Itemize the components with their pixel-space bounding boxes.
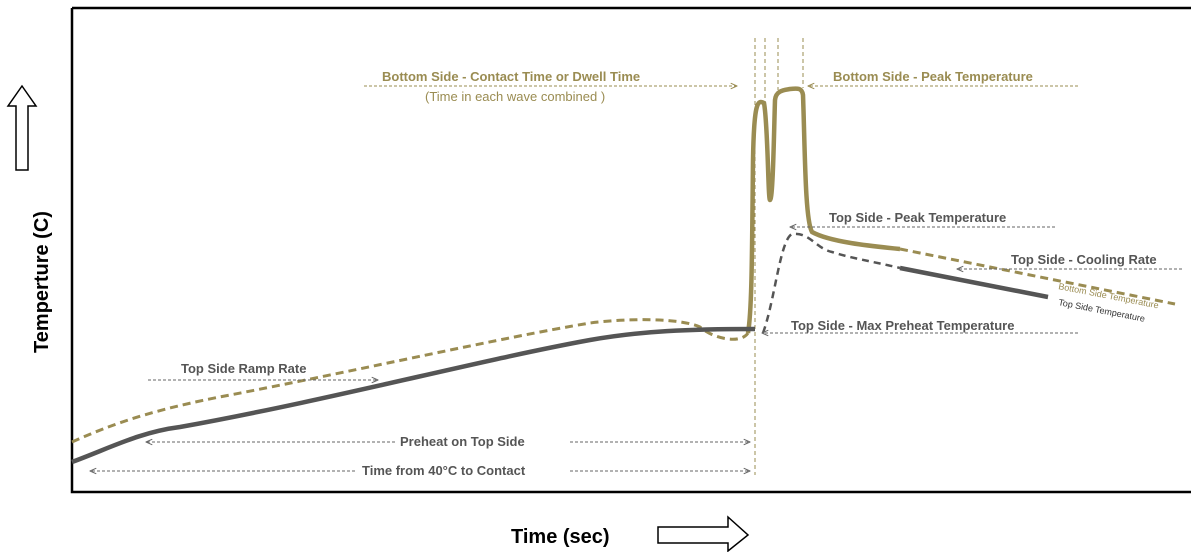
arrow-up-icon	[6, 84, 38, 171]
top-side-preheat-curve	[71, 326, 756, 465]
chart-frame	[70, 6, 1191, 494]
bottom-side-wave-peak-curve	[745, 86, 901, 334]
top-side-peak-curve	[761, 232, 901, 334]
top-side-cooling-curve	[899, 265, 1049, 300]
label-bottom-peak-temperature: Bottom Side - Peak Temperature	[833, 69, 1033, 84]
y-axis-title: Temperture (C)	[31, 211, 53, 353]
label-preheat-top-side: Preheat on Top Side	[400, 434, 525, 449]
label-top-max-preheat: Top Side - Max Preheat Temperature	[791, 318, 1014, 333]
label-time-40-to-contact: Time from 40°C to Contact	[362, 463, 526, 478]
label-top-ramp-rate: Top Side Ramp Rate	[181, 361, 306, 376]
bottom-side-preheat-curve	[71, 318, 750, 444]
annotation-arrows	[90, 86, 1182, 471]
label-bottom-dwell-time: Bottom Side - Contact Time or Dwell Time	[382, 69, 640, 84]
bottom-side-cooling-curve	[899, 247, 1176, 306]
label-top-peak-temperature: Top Side - Peak Temperature	[829, 210, 1006, 225]
x-axis-title: Time (sec)	[511, 526, 610, 548]
label-bottom-dwell-note: (Time in each wave combined )	[425, 89, 605, 104]
label-top-cooling-rate: Top Side - Cooling Rate	[1011, 252, 1157, 267]
arrow-right-icon	[657, 515, 750, 552]
